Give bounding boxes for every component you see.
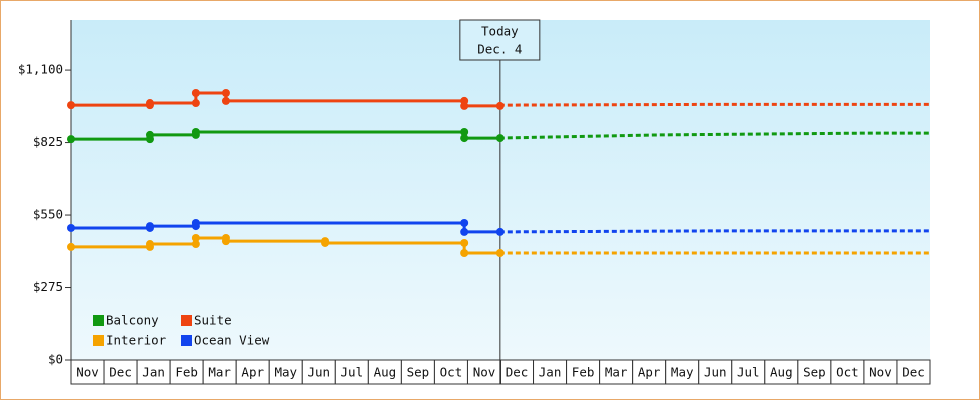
x-tick-label: Jun [307, 365, 330, 380]
x-cell [632, 359, 667, 385]
x-tick-label: Jul [737, 365, 760, 380]
forecast-line [499, 131, 930, 140]
x-tick-label: Dec [109, 365, 132, 380]
price-point [67, 223, 75, 232]
price-point [495, 227, 504, 236]
price-point [191, 99, 200, 108]
x-tick-label: Oct [440, 365, 463, 380]
x-tick-label: Mar [605, 365, 628, 380]
price-point [145, 222, 154, 231]
price-point [191, 128, 200, 137]
price-point [460, 218, 469, 227]
x-tick-label: Mar [208, 365, 231, 380]
y-tick-label: $275 [33, 279, 63, 294]
price-point [460, 248, 469, 257]
x-tick-label: Aug [770, 365, 793, 380]
price-point [67, 101, 75, 110]
y-tick-label: $825 [33, 134, 63, 149]
price-point [460, 128, 469, 137]
x-tick-label: Jan [142, 365, 165, 380]
price-point [460, 101, 469, 110]
price-point [191, 240, 200, 249]
price-point [67, 242, 75, 251]
legend-label: Interior [106, 333, 167, 348]
x-tick-label: Sep [803, 365, 826, 380]
x-tick-label: May [274, 365, 297, 380]
x-cell [500, 359, 535, 385]
x-cell [599, 359, 634, 385]
plot-area [71, 20, 930, 360]
price-point [495, 101, 504, 110]
price-point [460, 227, 469, 236]
x-tick-label: Apr [241, 365, 264, 380]
forecast-line [499, 229, 930, 234]
price-point [191, 89, 200, 98]
x-tick-label: Nov [869, 365, 892, 380]
x-tick-label: Feb [175, 365, 198, 380]
x-tick-label: Jul [341, 365, 364, 380]
x-tick-label: May [671, 365, 694, 380]
x-tick-label: Nov [76, 365, 99, 380]
legend-swatch [93, 335, 104, 346]
x-tick-label: Aug [374, 365, 397, 380]
price-point [460, 238, 469, 247]
legend-label: Suite [194, 313, 232, 328]
legend-label: Balcony [106, 313, 159, 328]
legend-label: Ocean View [194, 333, 270, 348]
price-point [191, 233, 200, 242]
x-tick-label: Feb [572, 365, 595, 380]
price-point [221, 237, 230, 246]
price-point [191, 218, 200, 227]
x-cell [433, 359, 468, 385]
price-point [495, 134, 504, 143]
price-point [321, 238, 330, 247]
x-cell [665, 359, 700, 385]
price-point [145, 99, 154, 108]
price-point [67, 135, 75, 144]
price-point [221, 96, 230, 105]
x-cell [301, 359, 336, 385]
x-tick-label: Dec [506, 365, 529, 380]
x-tick-label: Sep [407, 365, 430, 380]
x-tick-label: Apr [638, 365, 661, 380]
legend-swatch [181, 315, 192, 326]
today-label: Today [481, 24, 519, 39]
price-point [460, 134, 469, 143]
forecast-line [499, 102, 930, 107]
x-tick-label: Nov [473, 365, 496, 380]
x-tick-label: Jan [539, 365, 562, 380]
x-cell [731, 359, 766, 385]
legend-swatch [93, 315, 104, 326]
legend-swatch [181, 335, 192, 346]
price-point [145, 240, 154, 249]
today-label: Dec. 4 [477, 42, 522, 57]
price-point [145, 130, 154, 139]
x-tick-label: Dec [902, 365, 925, 380]
x-cell [533, 359, 568, 385]
y-tick-label: $0 [48, 352, 63, 367]
price-point [221, 89, 230, 98]
x-tick-label: Jun [704, 365, 727, 380]
x-tick-label: Oct [836, 365, 859, 380]
x-cell [863, 359, 898, 385]
x-cell [896, 359, 931, 385]
y-tick-label: $1,100 [18, 62, 63, 77]
today-box [459, 19, 541, 61]
y-tick-label: $550 [33, 207, 63, 222]
x-cell [764, 359, 799, 385]
price-point [495, 248, 504, 257]
